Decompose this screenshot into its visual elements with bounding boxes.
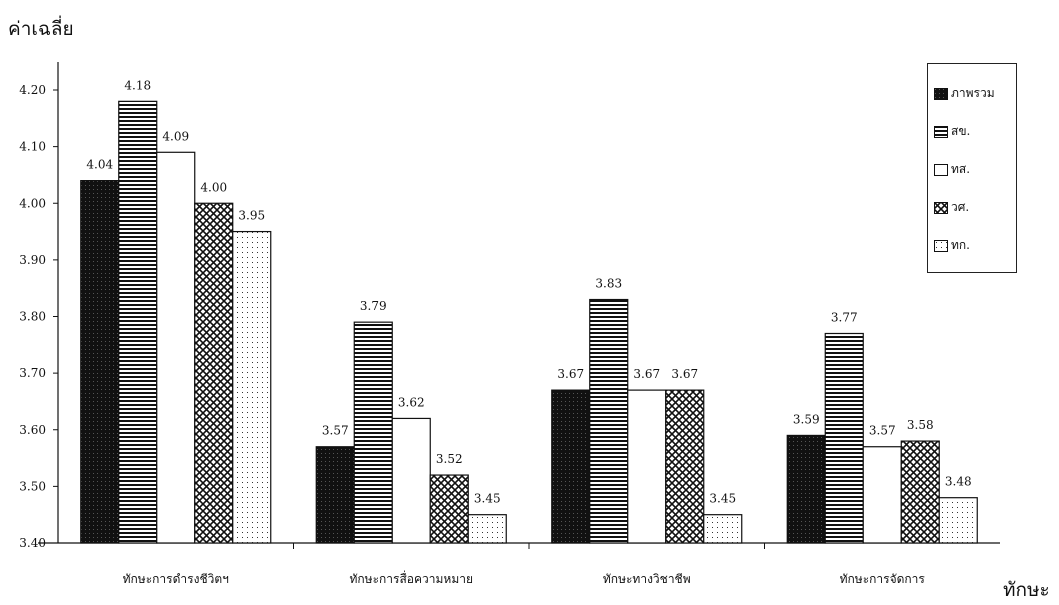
data-label: 4.00: [200, 180, 227, 194]
bar: [862, 446, 902, 544]
y-tick-label: 3.90: [19, 253, 46, 267]
y-axis-label: ค่าเฉลี่ย: [8, 18, 74, 40]
data-label: 4.04: [86, 158, 113, 172]
data-label: 3.77: [831, 310, 858, 324]
legend-label: ภาพรวม: [951, 86, 995, 100]
data-label: 3.58: [907, 418, 934, 432]
data-label: 3.79: [360, 299, 387, 313]
data-label: 3.48: [945, 475, 972, 489]
category-label: ทักษะทางวิชาชีพ: [603, 572, 691, 586]
data-label: 3.59: [793, 412, 820, 426]
y-tick-label: 4.20: [19, 83, 46, 97]
legend-swatch: [934, 239, 948, 252]
legend-swatch: [934, 125, 948, 138]
legend-item: สข.: [934, 122, 970, 141]
bar: [232, 230, 272, 544]
data-label: 3.62: [398, 395, 425, 409]
y-tick-label: 3.40: [19, 536, 46, 550]
bar: [353, 321, 393, 544]
bar: [824, 332, 864, 544]
legend-label: ทก.: [951, 238, 970, 252]
legend: ภาพรวมสข. ทส. วศ. ทก.: [927, 63, 1017, 273]
bar: [118, 100, 158, 544]
bar: [551, 389, 591, 544]
bar: [80, 180, 120, 544]
bar: [665, 389, 705, 544]
bar: [900, 440, 940, 544]
bar: [429, 474, 469, 544]
y-tick-label: 3.60: [19, 423, 46, 437]
data-label: 3.57: [322, 424, 349, 438]
bar: [589, 298, 629, 544]
data-label: 3.57: [869, 424, 896, 438]
legend-item: ทส.: [934, 160, 970, 179]
y-tick-label: 4.10: [19, 140, 46, 154]
bar: [703, 514, 743, 544]
data-label: 4.18: [124, 78, 151, 92]
legend-label: ทส.: [951, 162, 971, 176]
category-label: ทักษะการดำรงชีวิตฯ: [123, 572, 229, 586]
legend-label: สข.: [951, 124, 971, 138]
category-label: ทักษะการจัดการ: [840, 572, 926, 586]
data-label: 3.45: [474, 492, 501, 506]
data-label: 3.67: [633, 367, 660, 381]
y-tick-label: 3.50: [19, 479, 46, 493]
legend-swatch: [934, 87, 948, 100]
y-tick-label: 4.00: [19, 196, 46, 210]
y-tick-label: 3.70: [19, 366, 46, 380]
y-tick-label: 3.80: [19, 310, 46, 324]
data-label: 3.95: [238, 209, 265, 223]
bar: [156, 151, 196, 544]
data-label: 4.09: [162, 129, 189, 143]
bar: [467, 514, 507, 544]
labels-group: ทักษะการดำรงชีวิตฯ 4.04 4.18 4.09 4.00 3.95 ทั…: [86, 78, 971, 586]
bar: [786, 434, 826, 544]
bar: [194, 202, 234, 544]
bars-group: [80, 100, 978, 544]
category-label: ทักษะการสื่อความหมาย: [349, 570, 473, 586]
bar: [938, 497, 978, 544]
data-label: 3.67: [671, 367, 698, 381]
bar: [627, 389, 667, 544]
x-axis-label: ทักษะ: [1003, 579, 1050, 601]
axes: 3.40 3.50 3.60 3.70 3.80 3.90 4.00 4.10 4.20: [19, 62, 1000, 550]
bar: [315, 446, 355, 544]
data-label: 3.67: [557, 367, 584, 381]
legend-swatch: [934, 163, 948, 176]
legend-label: วศ.: [951, 200, 970, 214]
legend-item: วศ.: [934, 198, 969, 217]
data-label: 3.83: [595, 277, 622, 291]
bar: [391, 417, 431, 544]
legend-item: ภาพรวม: [934, 84, 995, 103]
legend-item: ทก.: [934, 236, 970, 255]
data-label: 3.52: [436, 452, 463, 466]
data-label: 3.45: [709, 492, 736, 506]
legend-swatch: [934, 201, 948, 214]
